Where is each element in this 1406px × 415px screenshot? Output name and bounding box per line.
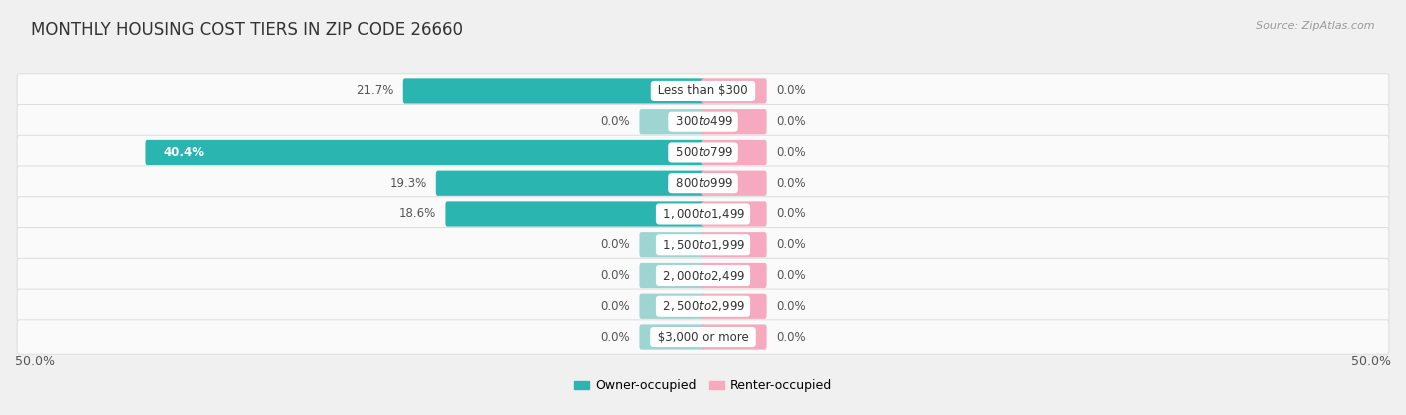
FancyBboxPatch shape bbox=[17, 227, 1389, 262]
FancyBboxPatch shape bbox=[17, 289, 1389, 323]
FancyBboxPatch shape bbox=[702, 325, 766, 349]
FancyBboxPatch shape bbox=[17, 74, 1389, 108]
FancyBboxPatch shape bbox=[17, 135, 1389, 170]
Text: 0.0%: 0.0% bbox=[776, 330, 806, 344]
FancyBboxPatch shape bbox=[446, 201, 704, 227]
Text: MONTHLY HOUSING COST TIERS IN ZIP CODE 26660: MONTHLY HOUSING COST TIERS IN ZIP CODE 2… bbox=[31, 21, 463, 39]
Text: 0.0%: 0.0% bbox=[600, 300, 630, 313]
Text: 0.0%: 0.0% bbox=[776, 146, 806, 159]
Text: 19.3%: 19.3% bbox=[389, 177, 426, 190]
Text: 0.0%: 0.0% bbox=[776, 300, 806, 313]
FancyBboxPatch shape bbox=[640, 325, 704, 349]
Text: $3,000 or more: $3,000 or more bbox=[654, 330, 752, 344]
Text: 0.0%: 0.0% bbox=[776, 238, 806, 251]
Text: $300 to $499: $300 to $499 bbox=[672, 115, 734, 128]
Text: $2,000 to $2,499: $2,000 to $2,499 bbox=[659, 269, 747, 283]
FancyBboxPatch shape bbox=[702, 171, 766, 196]
FancyBboxPatch shape bbox=[702, 140, 766, 165]
Text: 50.0%: 50.0% bbox=[15, 354, 55, 368]
Text: 50.0%: 50.0% bbox=[1351, 354, 1391, 368]
FancyBboxPatch shape bbox=[17, 166, 1389, 200]
FancyBboxPatch shape bbox=[436, 171, 704, 196]
FancyBboxPatch shape bbox=[402, 78, 704, 104]
FancyBboxPatch shape bbox=[702, 201, 766, 227]
FancyBboxPatch shape bbox=[17, 320, 1389, 354]
Text: Source: ZipAtlas.com: Source: ZipAtlas.com bbox=[1257, 21, 1375, 31]
Text: Less than $300: Less than $300 bbox=[654, 84, 752, 98]
FancyBboxPatch shape bbox=[640, 232, 704, 257]
FancyBboxPatch shape bbox=[702, 232, 766, 257]
Text: 40.4%: 40.4% bbox=[163, 146, 205, 159]
FancyBboxPatch shape bbox=[640, 109, 704, 134]
FancyBboxPatch shape bbox=[17, 258, 1389, 293]
Text: 0.0%: 0.0% bbox=[776, 177, 806, 190]
Text: 18.6%: 18.6% bbox=[399, 208, 436, 220]
Text: 0.0%: 0.0% bbox=[600, 330, 630, 344]
FancyBboxPatch shape bbox=[145, 140, 704, 165]
Text: 21.7%: 21.7% bbox=[356, 84, 394, 98]
Text: 0.0%: 0.0% bbox=[600, 115, 630, 128]
FancyBboxPatch shape bbox=[702, 263, 766, 288]
Text: 0.0%: 0.0% bbox=[776, 115, 806, 128]
FancyBboxPatch shape bbox=[702, 294, 766, 319]
FancyBboxPatch shape bbox=[640, 294, 704, 319]
Text: 0.0%: 0.0% bbox=[600, 269, 630, 282]
FancyBboxPatch shape bbox=[702, 78, 766, 104]
FancyBboxPatch shape bbox=[640, 263, 704, 288]
FancyBboxPatch shape bbox=[17, 197, 1389, 231]
Text: $1,500 to $1,999: $1,500 to $1,999 bbox=[659, 238, 747, 252]
Text: 0.0%: 0.0% bbox=[600, 238, 630, 251]
FancyBboxPatch shape bbox=[702, 109, 766, 134]
Text: 0.0%: 0.0% bbox=[776, 84, 806, 98]
FancyBboxPatch shape bbox=[17, 105, 1389, 139]
Text: $500 to $799: $500 to $799 bbox=[672, 146, 734, 159]
Text: 0.0%: 0.0% bbox=[776, 269, 806, 282]
Text: $800 to $999: $800 to $999 bbox=[672, 177, 734, 190]
Text: 0.0%: 0.0% bbox=[776, 208, 806, 220]
Text: $2,500 to $2,999: $2,500 to $2,999 bbox=[659, 299, 747, 313]
Text: $1,000 to $1,499: $1,000 to $1,499 bbox=[659, 207, 747, 221]
Legend: Owner-occupied, Renter-occupied: Owner-occupied, Renter-occupied bbox=[568, 374, 838, 398]
